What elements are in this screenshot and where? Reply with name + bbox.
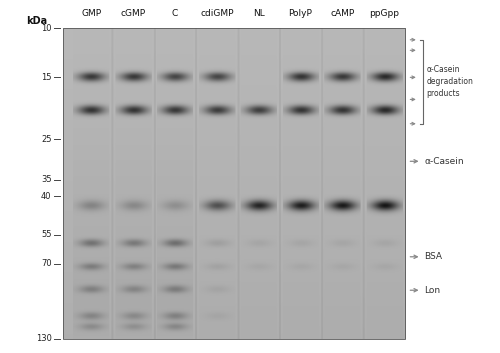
Text: 130: 130 [36,334,52,343]
Text: 70: 70 [41,259,51,268]
Text: cAMP: cAMP [330,9,354,18]
Text: C: C [172,9,178,18]
Text: 35: 35 [41,175,51,185]
Text: PolyP: PolyP [288,9,312,18]
Text: BSA: BSA [424,252,442,261]
Text: 40: 40 [41,192,51,201]
Text: 10: 10 [41,24,51,33]
Text: NL: NL [253,9,264,18]
Bar [62,28,405,339]
Text: cGMP: cGMP [120,9,146,18]
Text: cdiGMP: cdiGMP [200,9,234,18]
Text: GMP: GMP [82,9,102,18]
Text: 15: 15 [41,73,51,82]
Text: α-Casein: α-Casein [424,157,464,166]
Text: kDa: kDa [26,16,47,26]
Text: 25: 25 [41,135,51,144]
Text: Lon: Lon [424,286,440,295]
Text: α-Casein
degradation
products: α-Casein degradation products [426,65,473,98]
Text: 55: 55 [41,230,51,239]
Text: ppGpp: ppGpp [369,9,399,18]
